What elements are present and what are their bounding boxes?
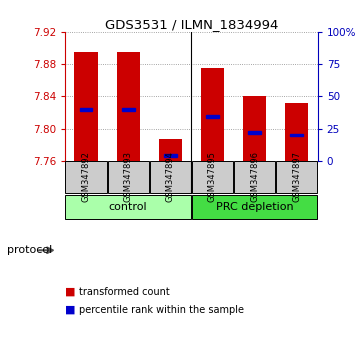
Text: PRC depletion: PRC depletion [216, 202, 293, 212]
Bar [206, 115, 219, 118]
Bar [285, 103, 308, 161]
Bar [248, 131, 261, 134]
Text: GSM347896: GSM347896 [250, 152, 259, 202]
Text: transformed count: transformed count [79, 287, 170, 297]
Bar [122, 108, 135, 111]
Text: percentile rank within the sample: percentile rank within the sample [79, 305, 244, 315]
Text: control: control [109, 202, 147, 212]
Text: GSM347897: GSM347897 [292, 152, 301, 202]
Text: GSM347895: GSM347895 [208, 152, 217, 202]
Text: GSM347893: GSM347893 [124, 152, 132, 202]
Bar [164, 154, 177, 156]
Bar [159, 139, 182, 161]
Text: protocol: protocol [7, 245, 52, 255]
Bar [243, 96, 266, 161]
Title: GDS3531 / ILMN_1834994: GDS3531 / ILMN_1834994 [105, 18, 278, 31]
Bar [80, 108, 92, 111]
FancyBboxPatch shape [192, 195, 317, 219]
FancyBboxPatch shape [65, 195, 191, 219]
Bar [290, 133, 303, 137]
Text: GSM347892: GSM347892 [82, 152, 91, 202]
FancyBboxPatch shape [234, 161, 275, 193]
FancyBboxPatch shape [149, 161, 191, 193]
Text: ■: ■ [65, 287, 75, 297]
Bar [201, 68, 224, 161]
Bar [117, 52, 140, 161]
FancyBboxPatch shape [192, 161, 233, 193]
FancyBboxPatch shape [276, 161, 317, 193]
FancyBboxPatch shape [65, 161, 107, 193]
FancyBboxPatch shape [108, 161, 149, 193]
Bar [74, 52, 97, 161]
Text: GSM347894: GSM347894 [166, 152, 175, 202]
Text: ■: ■ [65, 305, 75, 315]
